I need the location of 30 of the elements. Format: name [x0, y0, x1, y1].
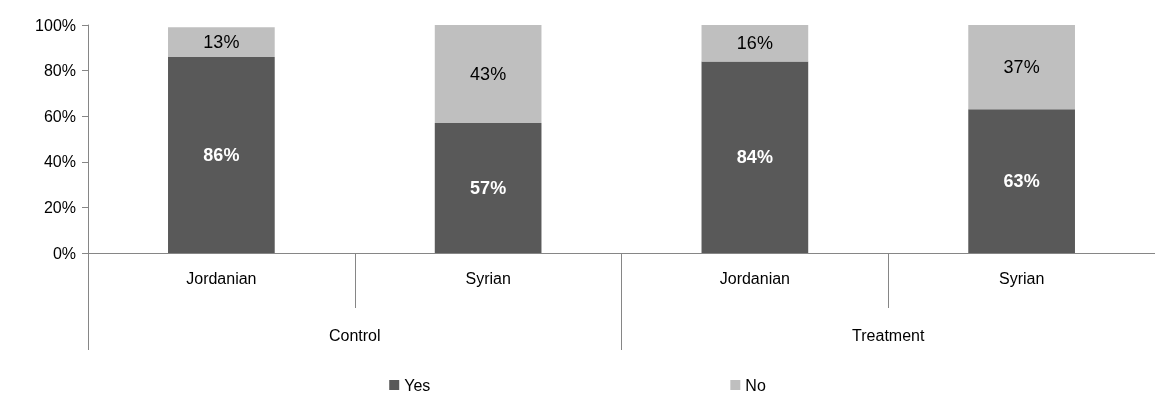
bar — [168, 56, 275, 253]
bar — [168, 27, 275, 57]
bar — [968, 25, 1075, 110]
data-label: 37% — [1003, 57, 1040, 78]
data-label: 84% — [736, 147, 773, 168]
y-tick-label: 40% — [43, 153, 76, 171]
text: Control — [328, 326, 381, 344]
x-tick-label: Syrian — [465, 269, 511, 287]
legend-label: No — [745, 376, 766, 394]
x-tick-label: Jordanian — [719, 269, 791, 287]
x-tick-label: Jordanian — [186, 269, 257, 287]
bar — [701, 25, 809, 62]
data-label: 86% — [203, 144, 240, 165]
text: Treatment — [852, 326, 925, 344]
y-tick-label: 100% — [35, 16, 76, 34]
bar — [701, 61, 809, 253]
data-label: 63% — [1003, 171, 1040, 192]
x-tick-label: Syrian — [998, 269, 1045, 287]
y-tick-label: 60% — [43, 107, 76, 125]
data-label: 13% — [203, 32, 240, 53]
y-tick-label: 0% — [52, 244, 76, 262]
bar — [434, 123, 542, 253]
data-label: 57% — [470, 178, 507, 199]
bar — [434, 25, 542, 124]
data-label: 43% — [470, 64, 507, 85]
data-label: 16% — [736, 33, 773, 54]
y-tick-label: 80% — [43, 62, 76, 80]
y-tick-label: 20% — [43, 198, 76, 216]
legend-label: Yes — [404, 376, 431, 394]
bar — [968, 109, 1075, 253]
